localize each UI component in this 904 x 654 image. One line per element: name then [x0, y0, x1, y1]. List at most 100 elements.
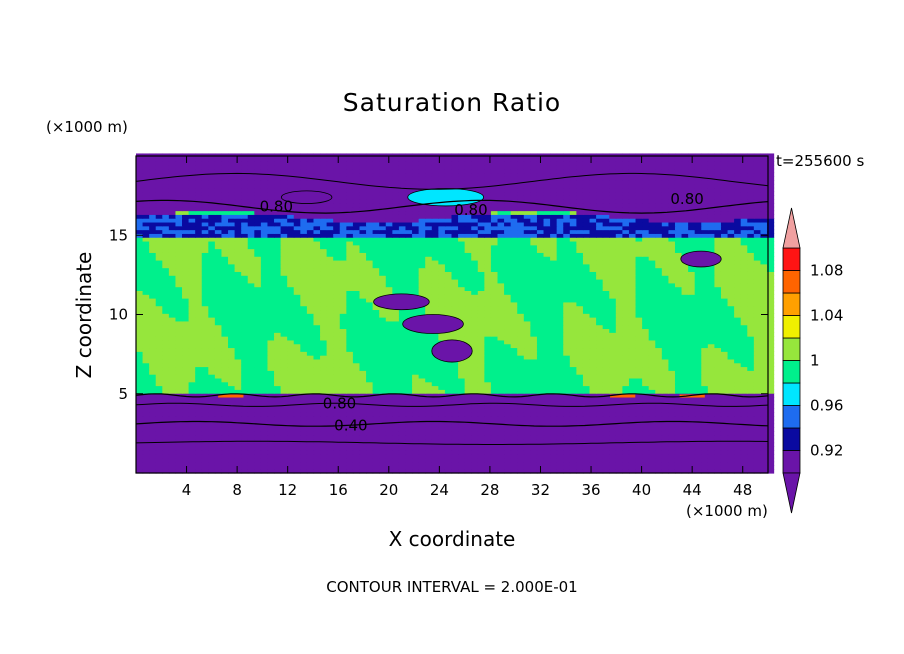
field-cell: [162, 431, 170, 436]
field-cell: [221, 370, 229, 375]
field-cell: [504, 332, 512, 337]
field-cell: [254, 412, 262, 417]
field-cell: [418, 389, 426, 394]
field-cell: [563, 385, 571, 390]
field-cell: [720, 446, 729, 451]
field-cell: [392, 358, 400, 364]
field-cell: [444, 408, 453, 413]
field-cell: [655, 298, 663, 303]
field-cell: [589, 412, 597, 417]
field-cell: [418, 309, 426, 314]
field-cell: [727, 446, 735, 451]
field-cell: [214, 396, 223, 402]
field-cell: [201, 434, 209, 440]
field-cell: [168, 347, 177, 352]
field-cell: [490, 347, 499, 352]
field-cell: [392, 343, 400, 349]
field-cell: [622, 332, 630, 337]
field-cell: [694, 355, 702, 360]
field-cell: [346, 419, 354, 425]
field-cell: [753, 393, 762, 398]
field-cell: [280, 469, 288, 474]
field-cell: [392, 427, 400, 432]
field-cell: [182, 370, 190, 375]
field-cell: [392, 332, 400, 337]
field-cell: [602, 320, 610, 326]
field-cell: [504, 328, 512, 333]
field-cell: [523, 396, 531, 402]
field-cell: [168, 385, 177, 390]
field-cell: [379, 389, 387, 394]
field-cell: [576, 309, 584, 314]
field-cell: [523, 282, 531, 288]
field-cell: [182, 438, 190, 444]
field-cell: [168, 377, 177, 383]
field-cell: [497, 446, 505, 451]
field-cell: [142, 446, 150, 451]
field-cell: [720, 336, 729, 341]
field-cell: [556, 324, 564, 330]
field-cell: [326, 370, 334, 375]
field-cell: [398, 385, 407, 390]
field-cell: [201, 279, 209, 284]
field-cell: [188, 370, 196, 375]
field-cell: [622, 279, 630, 284]
field-cell: [306, 419, 315, 425]
field-cell: [228, 275, 236, 280]
field-cell: [740, 385, 748, 390]
field-cell: [674, 415, 683, 421]
field-cell: [497, 461, 505, 466]
field-cell: [247, 427, 255, 432]
field-cell: [510, 457, 518, 463]
field-cell: [155, 427, 163, 432]
field-cell: [333, 343, 341, 349]
field-cell: [149, 347, 157, 352]
field-cell: [175, 324, 183, 330]
field-cell: [352, 294, 361, 299]
field-cell: [635, 434, 643, 440]
field-cell: [228, 461, 236, 466]
field-cell: [214, 461, 223, 466]
field-cell: [576, 370, 584, 375]
field-cell: [471, 282, 479, 288]
field-cell: [753, 351, 762, 356]
field-cell: [280, 317, 288, 322]
field-cell: [418, 438, 426, 444]
field-cell: [241, 419, 249, 425]
field-cell: [550, 328, 558, 333]
field-cell: [379, 313, 387, 318]
field-cell: [405, 355, 413, 360]
field-cell: [287, 446, 295, 451]
field-cell: [477, 317, 485, 322]
field-cell: [753, 362, 762, 368]
field-cell: [228, 396, 236, 402]
field-cell: [694, 427, 702, 432]
field-cell: [136, 374, 144, 379]
field-cell: [234, 404, 242, 409]
field-cell: [149, 400, 157, 406]
field-cell: [438, 389, 446, 394]
field-cell: [530, 301, 538, 307]
field-cell: [372, 286, 380, 291]
field-cell: [688, 412, 696, 417]
field-cell: [274, 313, 282, 318]
field-cell: [609, 469, 617, 474]
field-cell: [760, 381, 768, 387]
field-cell: [609, 453, 617, 459]
field-cell: [550, 465, 558, 470]
field-cell: [392, 320, 400, 326]
field-cell: [287, 328, 295, 333]
field-cell: [484, 279, 492, 284]
field-cell: [352, 290, 361, 295]
field-cell: [366, 419, 374, 425]
field-cell: [228, 358, 236, 364]
field-cell: [622, 298, 630, 303]
field-cell: [346, 400, 354, 406]
field-cell: [714, 434, 722, 440]
field-cell: [490, 324, 499, 330]
field-cell: [372, 408, 380, 413]
field-cell: [464, 415, 472, 421]
field-cell: [195, 427, 203, 432]
field-cell: [438, 336, 446, 341]
field-cell: [208, 358, 216, 364]
